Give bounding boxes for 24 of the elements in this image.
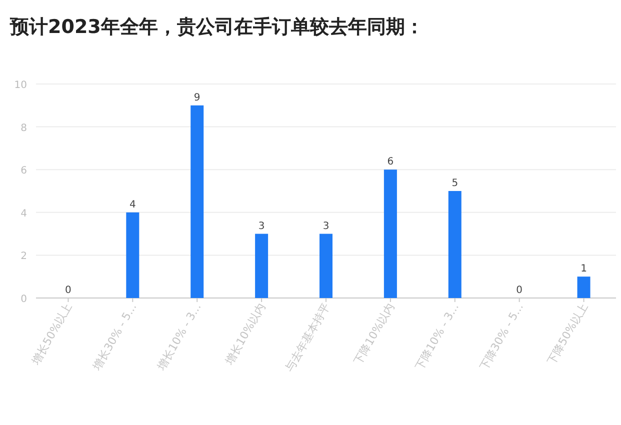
data-label: 6 bbox=[387, 156, 394, 168]
data-label: 1 bbox=[580, 264, 587, 275]
chart-title: 预计2023年全年，贵公司在手订单较去年同期： bbox=[9, 16, 424, 38]
data-label: 3 bbox=[322, 220, 330, 232]
data-label: 9 bbox=[194, 92, 200, 104]
y-tick-label: 8 bbox=[20, 122, 27, 134]
bar bbox=[126, 212, 140, 298]
data-label: 0 bbox=[516, 285, 523, 296]
bar bbox=[384, 170, 397, 298]
data-label: 4 bbox=[129, 199, 136, 210]
y-tick-label: 0 bbox=[20, 294, 27, 305]
bar bbox=[255, 234, 268, 298]
data-label: 5 bbox=[452, 178, 458, 189]
y-tick-label: 10 bbox=[14, 80, 27, 91]
bar bbox=[448, 191, 462, 298]
y-tick-label: 4 bbox=[20, 208, 27, 220]
bar bbox=[577, 276, 590, 298]
bar bbox=[190, 105, 204, 298]
data-label: 0 bbox=[65, 285, 72, 296]
bar bbox=[320, 234, 332, 298]
data-label: 3 bbox=[258, 220, 265, 232]
x-tick-label: 与去年基本持平 bbox=[282, 301, 333, 374]
y-tick-label: 2 bbox=[20, 251, 27, 262]
y-tick-label: 6 bbox=[20, 166, 27, 177]
